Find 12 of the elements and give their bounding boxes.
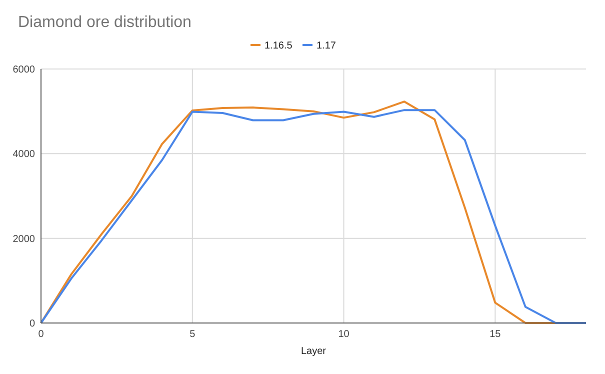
chart-title: Diamond ore distribution [18,14,192,31]
legend-label: 1.17 [316,40,336,52]
y-tick-label: 0 [29,318,36,330]
x-tick-label: 15 [490,329,502,340]
y-tick-label: 2000 [12,234,36,245]
y-tick-label: 6000 [12,64,36,76]
x-tick-label: 0 [38,329,44,340]
x-tick-label: 10 [338,329,350,340]
legend-label: 1.16.5 [264,40,293,52]
y-tick-label: 4000 [12,149,36,160]
x-axis-title: Layer [300,346,327,357]
x-tick-label: 5 [190,329,196,340]
